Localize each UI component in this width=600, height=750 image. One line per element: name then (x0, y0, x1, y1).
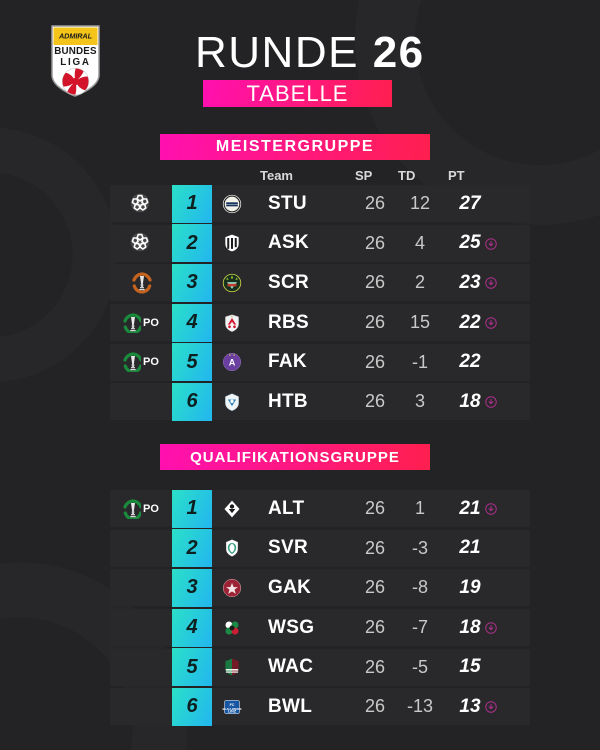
svg-text:BUNDES: BUNDES (54, 46, 97, 57)
svg-text:ADMIRAL: ADMIRAL (58, 32, 93, 41)
svg-text:LIGA: LIGA (60, 57, 91, 68)
